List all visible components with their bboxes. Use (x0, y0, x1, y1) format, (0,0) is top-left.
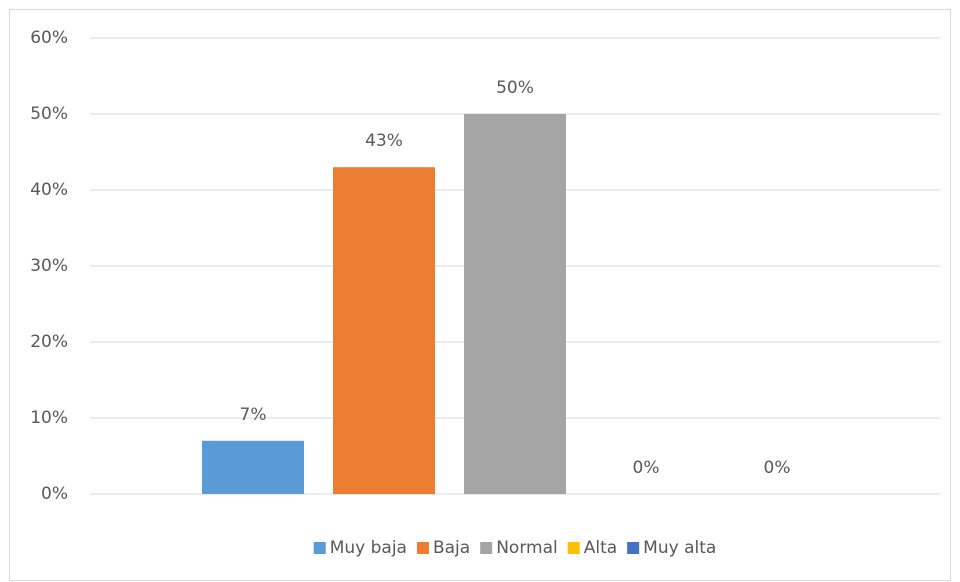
bar (333, 167, 435, 494)
data-label: 0% (633, 458, 660, 478)
data-label: 0% (764, 458, 791, 478)
y-tick-label: 20% (30, 332, 68, 352)
data-label: 7% (240, 405, 267, 425)
legend-label: Muy baja (330, 538, 407, 558)
bar (464, 114, 566, 494)
legend-swatch (567, 542, 580, 554)
y-tick-label: 60% (30, 28, 68, 48)
y-tick-label: 10% (30, 408, 68, 428)
data-label: 50% (496, 78, 534, 98)
y-tick-label: 50% (30, 104, 68, 124)
legend-swatch (416, 542, 429, 554)
y-tick-label: 0% (41, 484, 68, 504)
legend-label: Normal (496, 538, 558, 558)
bar (202, 440, 304, 494)
legend-label: Muy alta (643, 538, 716, 558)
legend-label: Baja (433, 538, 470, 558)
legend-swatch (627, 542, 640, 554)
y-tick-label: 40% (30, 180, 68, 200)
legend-swatch (313, 542, 326, 554)
data-label: 43% (365, 131, 403, 151)
y-tick-label: 30% (30, 256, 68, 276)
legend-swatch (480, 542, 493, 554)
legend-label: Alta (584, 538, 617, 558)
